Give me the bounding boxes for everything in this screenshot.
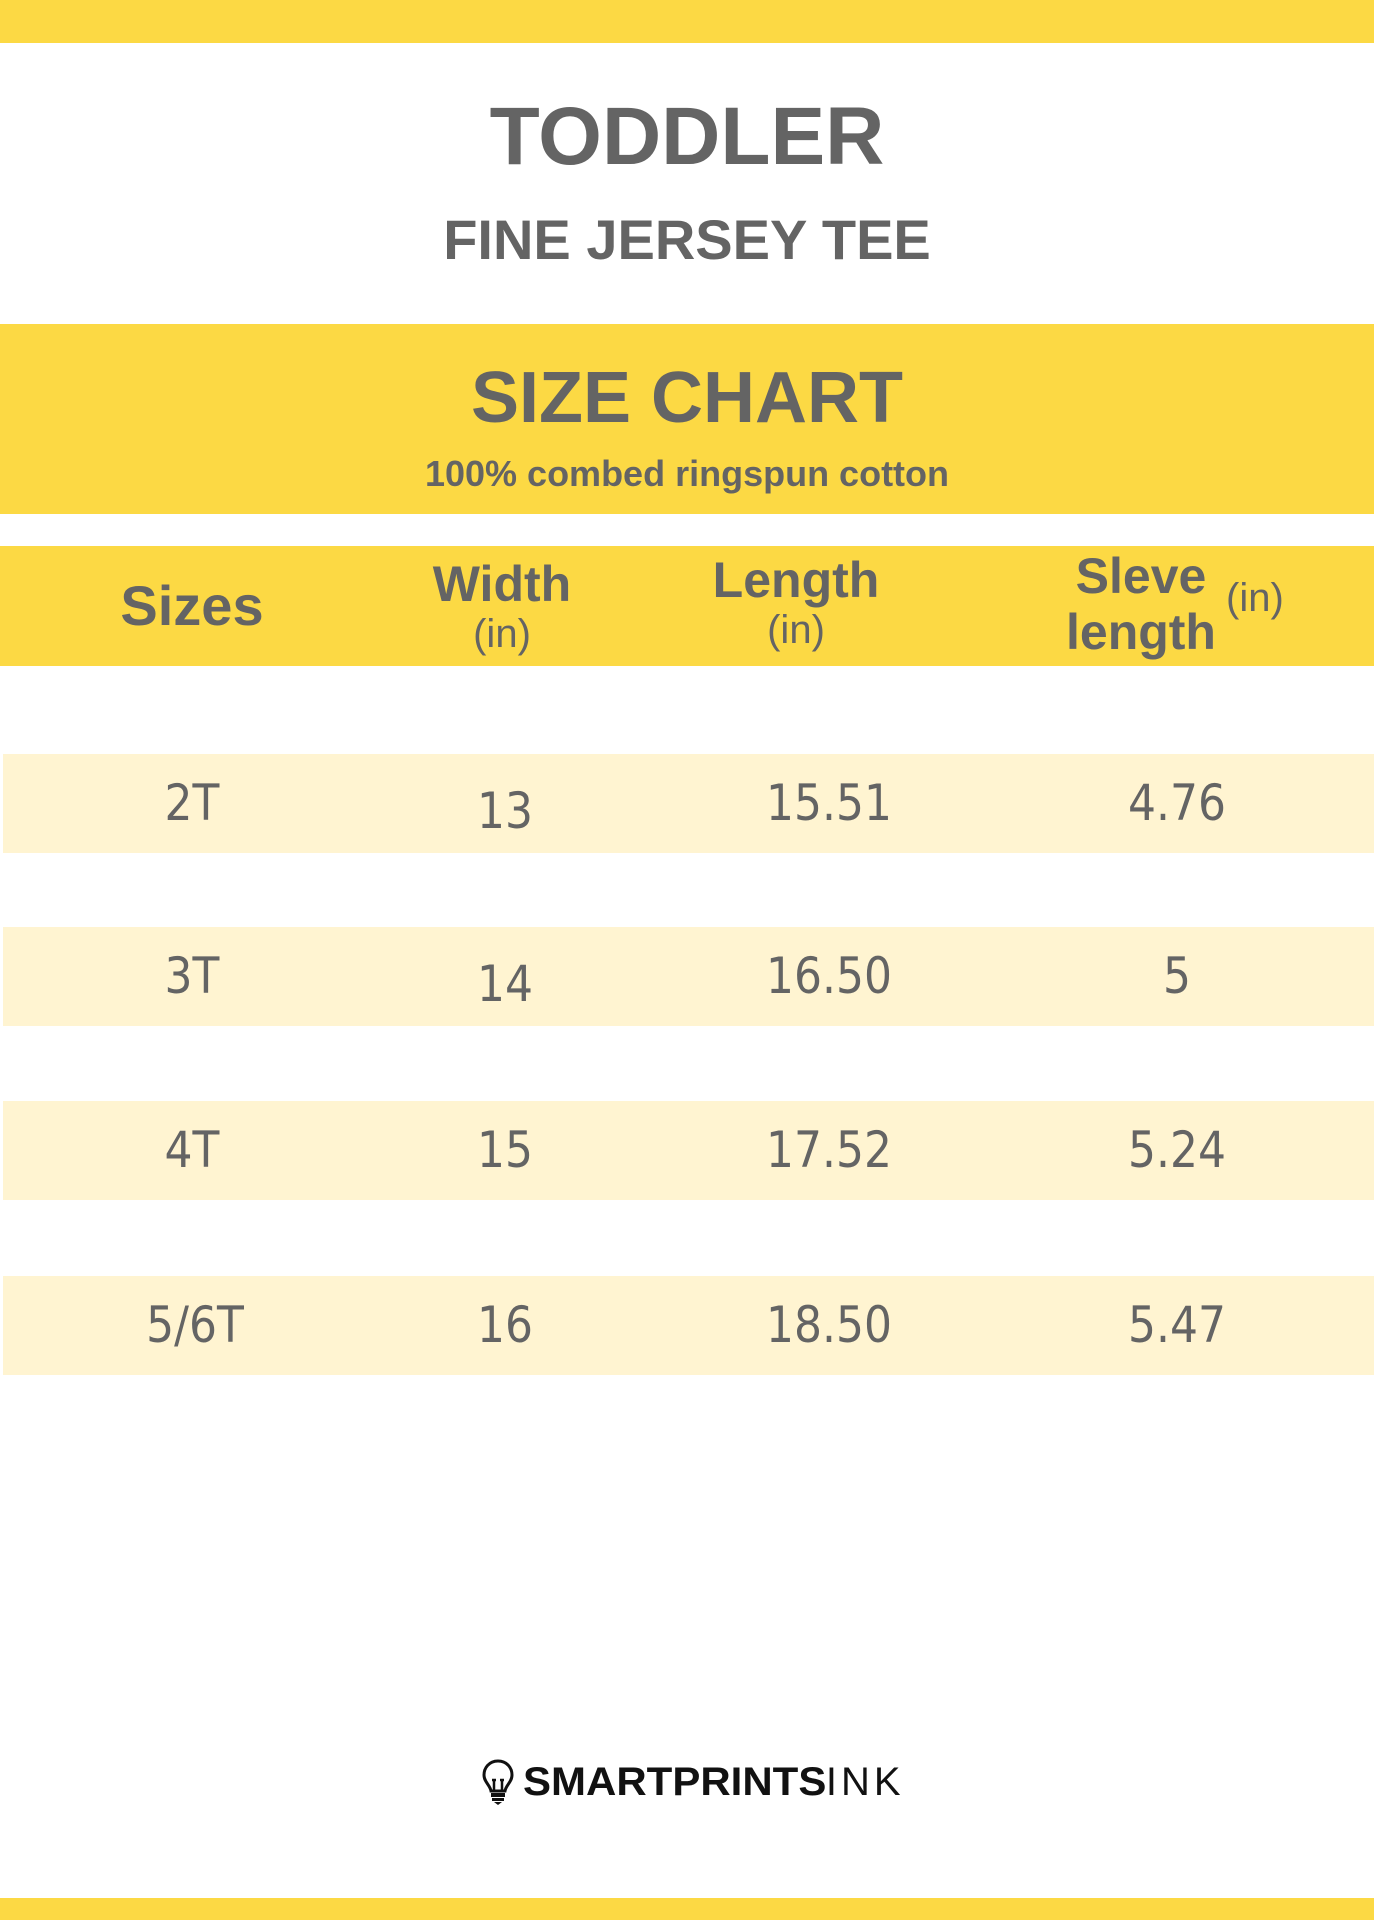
- cell-size: 3T: [164, 947, 220, 1005]
- cell-width: 15: [477, 1121, 533, 1179]
- page-subtitle: FINE JERSEY TEE: [443, 208, 931, 271]
- logo-text-light: INK: [825, 1759, 905, 1804]
- banner-title: SIZE CHART: [471, 358, 903, 438]
- column-header-width: Width (in): [352, 556, 652, 656]
- column-header-label: Width: [432, 556, 572, 612]
- cell-width: 14: [477, 955, 533, 1013]
- column-header-label: length: [1066, 604, 1216, 660]
- cell-sleeve-length: 5.24: [1128, 1121, 1226, 1179]
- column-header-length: Length (in): [646, 552, 946, 652]
- column-header-sleeve-length: Sleve length: [991, 548, 1291, 660]
- column-header-unit: (in): [1226, 576, 1284, 620]
- column-header-unit: (in): [473, 612, 531, 656]
- column-header-label: Sizes: [120, 574, 264, 637]
- cell-length: 15.51: [766, 774, 892, 832]
- cell-sleeve-length: 4.76: [1128, 774, 1226, 832]
- cell-width: 16: [477, 1296, 533, 1354]
- cell-sleeve-length: 5: [1163, 947, 1191, 1005]
- cell-size: 2T: [164, 774, 220, 832]
- size-chart-banner: SIZE CHART 100% combed ringspun cotton: [0, 324, 1374, 514]
- column-header-label: Sleve: [1075, 548, 1207, 604]
- cell-length: 16.50: [766, 947, 892, 1005]
- column-header-sizes: Sizes: [42, 574, 342, 638]
- table-row: 2T 13 15.51 4.76: [3, 754, 1374, 853]
- top-accent-bar: [0, 0, 1374, 43]
- cell-length: 18.50: [766, 1296, 892, 1354]
- column-header-unit: (in): [767, 608, 825, 652]
- cell-size: 4T: [164, 1121, 220, 1179]
- lightbulb-icon: [482, 1759, 514, 1805]
- cell-sleeve-length: 5.47: [1128, 1296, 1226, 1354]
- table-row: 4T 15 17.52 5.24: [3, 1101, 1374, 1200]
- cell-length: 17.52: [766, 1121, 892, 1179]
- logo-text-bold: SMARTPRINTS: [523, 1759, 827, 1804]
- table-header: Sizes Width (in) Length (in) Sleve lengt…: [0, 546, 1374, 666]
- table-row: 5/6T 16 18.50 5.47: [3, 1276, 1374, 1375]
- cell-size: 5/6T: [146, 1296, 244, 1354]
- banner-subtitle: 100% combed ringspun cotton: [424, 453, 950, 494]
- bottom-accent-bar: [0, 1898, 1374, 1920]
- brand-logo: SMARTPRINTS INK: [481, 1758, 905, 1806]
- cell-width: 13: [477, 782, 533, 840]
- table-row: 3T 14 16.50 5: [3, 927, 1374, 1026]
- column-header-label: Length: [712, 552, 880, 608]
- page-title: TODDLER: [489, 91, 885, 182]
